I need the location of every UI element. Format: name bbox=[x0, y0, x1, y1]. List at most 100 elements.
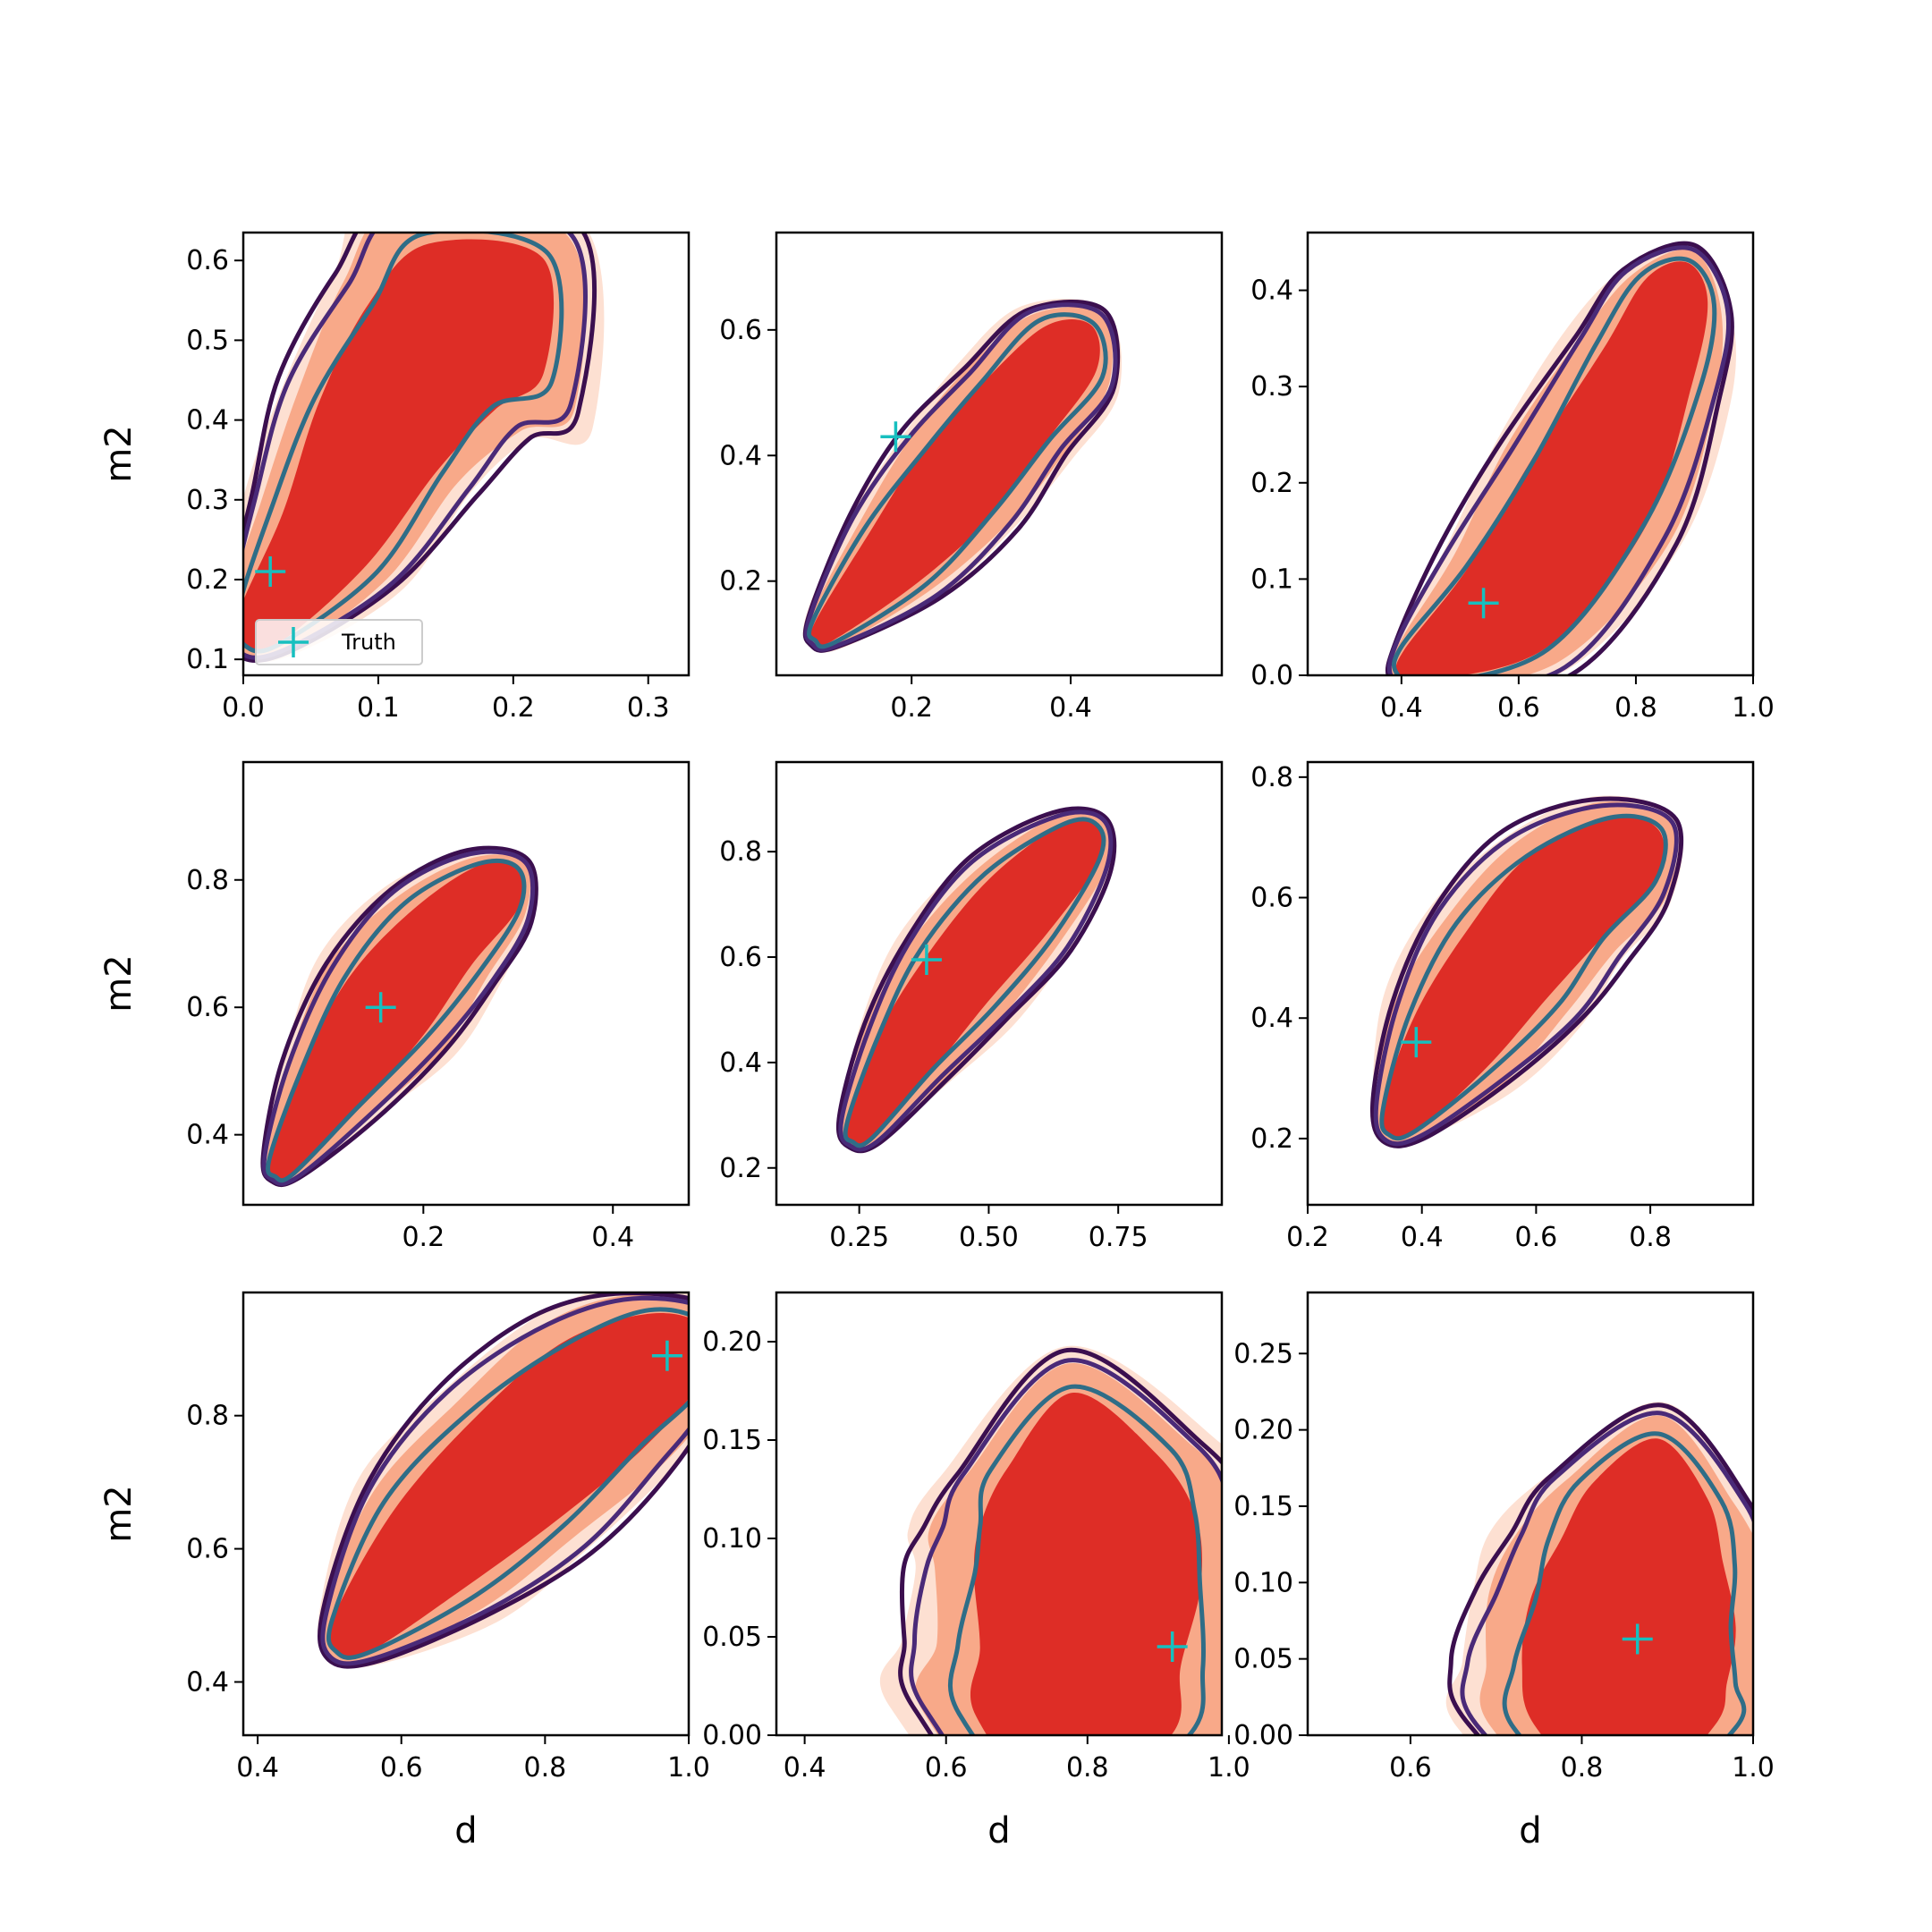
axes-frame bbox=[1306, 231, 1755, 677]
y-tick-label: 0.4 bbox=[1250, 1003, 1293, 1034]
x-tick-label: 0.4 bbox=[1380, 692, 1423, 724]
legend-label: Truth bbox=[341, 630, 396, 655]
y-tick-label: 0.8 bbox=[1250, 762, 1293, 793]
y-axis-label: m2 bbox=[98, 1485, 140, 1542]
density-fill-inner bbox=[810, 319, 1100, 646]
density-fill-inner bbox=[1380, 815, 1665, 1139]
y-tick-label: 0.4 bbox=[1250, 275, 1293, 307]
truth-marker bbox=[1401, 1027, 1432, 1058]
x-tick-label: 0.8 bbox=[1614, 692, 1657, 724]
x-tick-label: 1.0 bbox=[1732, 1752, 1775, 1784]
y-tick-label: 0.6 bbox=[719, 942, 762, 973]
contour-line-outer bbox=[1369, 796, 1684, 1148]
y-tick-label: 0.4 bbox=[186, 1120, 229, 1151]
density-fill-inner bbox=[269, 861, 523, 1180]
panel-6-plot-area bbox=[1369, 795, 1684, 1148]
panel-8: 0.4 0.6 0.8 1.0 0.00 0.05 0.10 0.15 0.20 d bbox=[702, 1291, 1250, 1852]
y-tick-label: 0.8 bbox=[186, 1401, 229, 1432]
x-axis-label: d bbox=[1519, 1810, 1541, 1852]
x-tick-label: 0.4 bbox=[591, 1222, 634, 1253]
x-tick-label: 0.4 bbox=[784, 1752, 826, 1784]
x-tick-label: 0.3 bbox=[627, 692, 670, 724]
panel-4: 0.2 0.4 0.4 0.6 0.8 m2 bbox=[98, 760, 691, 1253]
panel-7: 0.4 0.6 0.8 1.0 0.4 0.6 0.8 m2 d bbox=[98, 1291, 710, 1852]
x-tick-label: 0.6 bbox=[925, 1752, 968, 1784]
x-tick-label: 0.2 bbox=[890, 692, 933, 724]
y-tick-label: 0.1 bbox=[186, 644, 229, 675]
panel-2: 0.2 0.4 0.2 0.4 0.6 bbox=[719, 231, 1224, 724]
y-tick-label: 0.5 bbox=[186, 325, 229, 356]
y-tick-label: 0.4 bbox=[186, 1666, 229, 1698]
y-tick-label: 0.1 bbox=[1250, 564, 1293, 595]
contour-line-middle bbox=[261, 849, 536, 1186]
x-tick-label: 0.8 bbox=[1629, 1222, 1672, 1253]
panel-8-plot-area bbox=[879, 1345, 1222, 1735]
y-tick-label: 0.4 bbox=[719, 1047, 762, 1079]
x-tick-label: 0.8 bbox=[1561, 1752, 1604, 1784]
x-tick-label: 0.4 bbox=[1401, 1222, 1444, 1253]
axes-frame bbox=[1306, 1291, 1755, 1737]
x-tick-label: 0.6 bbox=[1515, 1222, 1558, 1253]
x-tick-label: 0.2 bbox=[1286, 1222, 1329, 1253]
density-fill-inner bbox=[1395, 261, 1708, 675]
x-tick-label: 0.2 bbox=[492, 692, 535, 724]
density-fill-inner bbox=[970, 1393, 1202, 1735]
y-tick-label: 0.2 bbox=[719, 1153, 762, 1184]
truth-marker bbox=[1622, 1623, 1653, 1655]
x-tick-label: 0.6 bbox=[1497, 692, 1540, 724]
axes-frame bbox=[242, 760, 691, 1207]
y-tick-label: 0.4 bbox=[719, 440, 762, 471]
truth-marker bbox=[255, 556, 286, 588]
truth-marker bbox=[880, 421, 911, 453]
legend-truth-marker bbox=[278, 627, 309, 657]
contour-line-middle bbox=[1373, 802, 1679, 1147]
contour-line-inner bbox=[243, 233, 564, 654]
x-tick-label: 0.25 bbox=[829, 1222, 889, 1253]
legend: Truth bbox=[255, 619, 423, 665]
truth-marker bbox=[911, 944, 942, 975]
x-tick-label: 0.4 bbox=[236, 1752, 279, 1784]
x-tick-label: 0.0 bbox=[222, 692, 265, 724]
y-tick-label: 0.15 bbox=[1233, 1491, 1293, 1522]
contour-line-outer bbox=[1447, 1402, 1753, 1735]
panel-2-plot-area bbox=[802, 299, 1123, 653]
truth-marker bbox=[651, 1340, 682, 1371]
y-axis-label: m2 bbox=[98, 954, 140, 1012]
x-tick-label: 0.4 bbox=[1049, 692, 1092, 724]
contour-line-outer bbox=[260, 845, 538, 1188]
contour-line-inner bbox=[843, 817, 1106, 1148]
y-tick-label: 0.2 bbox=[719, 566, 762, 597]
x-tick-label: 0.1 bbox=[357, 692, 400, 724]
y-tick-label: 0.15 bbox=[702, 1425, 762, 1456]
panel-1: 0.0 0.1 0.2 0.3 0.1 0.2 0.3 0.4 0.5 0.6 m2 Truth bbox=[98, 231, 691, 724]
contour-line-inner bbox=[807, 312, 1108, 649]
y-tick-label: 0.4 bbox=[186, 405, 229, 436]
panel-3: 0.4 0.6 0.8 1.0 0.0 0.1 0.2 0.3 0.4 bbox=[1250, 231, 1775, 724]
axes-frame bbox=[242, 231, 691, 677]
y-tick-label: 0.10 bbox=[702, 1523, 762, 1555]
contour-line-middle bbox=[1460, 1411, 1753, 1735]
y-tick-label: 0.6 bbox=[1250, 883, 1293, 914]
density-fill-inner bbox=[1521, 1438, 1736, 1735]
x-tick-label: 0.2 bbox=[402, 1222, 445, 1253]
x-tick-label: 0.8 bbox=[1066, 1752, 1109, 1784]
x-tick-label: 0.6 bbox=[1389, 1752, 1432, 1784]
truth-marker bbox=[1157, 1631, 1188, 1662]
axes-frame bbox=[242, 1291, 691, 1737]
density-fill-inner bbox=[845, 818, 1105, 1146]
x-tick-label: 1.0 bbox=[667, 1752, 710, 1784]
y-axis-label: m2 bbox=[98, 425, 140, 482]
panel-4-plot-area bbox=[260, 845, 538, 1188]
contour-line-inner bbox=[265, 858, 527, 1183]
contour-line-outer bbox=[802, 300, 1121, 653]
y-tick-label: 0.6 bbox=[186, 245, 229, 276]
x-tick-label: 0.50 bbox=[959, 1222, 1019, 1253]
y-tick-label: 0.20 bbox=[1233, 1415, 1293, 1446]
y-tick-label: 0.2 bbox=[1250, 1123, 1293, 1155]
x-axis-label: d bbox=[454, 1810, 477, 1852]
y-tick-label: 0.10 bbox=[1233, 1567, 1293, 1598]
y-tick-label: 0.05 bbox=[1233, 1644, 1293, 1675]
y-tick-label: 0.6 bbox=[186, 1534, 229, 1565]
contour-line-outer bbox=[835, 806, 1117, 1154]
